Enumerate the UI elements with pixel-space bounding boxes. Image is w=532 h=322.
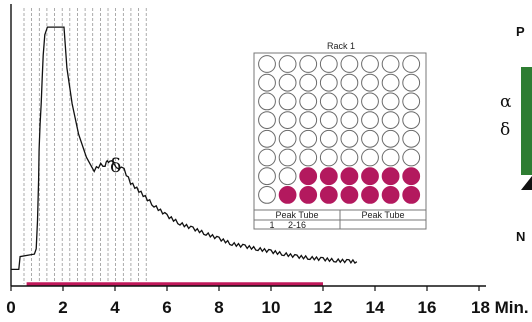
rack-well	[258, 55, 276, 73]
rack-well	[278, 73, 297, 92]
rack-well	[381, 167, 400, 186]
x-axis-tick-labels: 0 2 4 6 8 10 12 14 16 18 Min.	[6, 298, 528, 317]
rack-well	[299, 129, 318, 148]
gel-bottom-label: N	[516, 229, 525, 244]
rack-well	[381, 111, 400, 129]
rack-well	[402, 129, 421, 148]
rack-well	[361, 186, 379, 204]
rack-table-value-tubes: 2-16	[288, 220, 306, 230]
rack-well	[258, 167, 276, 186]
rack-well	[278, 55, 297, 73]
rack-wells	[258, 55, 421, 204]
rack-well	[340, 92, 359, 111]
rack-well	[299, 73, 318, 92]
rack-well	[381, 73, 400, 92]
rack-well	[278, 186, 297, 204]
rack-well	[278, 148, 297, 167]
rack-well	[361, 73, 379, 92]
rack-well	[381, 92, 400, 111]
rack-well	[299, 111, 318, 129]
rack-well	[340, 186, 359, 204]
gel-panel: P α δ N	[500, 24, 532, 244]
rack-well	[340, 73, 359, 92]
rack-well	[299, 186, 318, 204]
rack-well	[361, 92, 379, 111]
rack-well	[299, 167, 318, 186]
x-tick-label: 16	[418, 298, 437, 317]
rack-well	[258, 148, 276, 167]
rack-table-header-left: Peak Tube	[275, 210, 318, 220]
x-tick-label: 4	[110, 298, 120, 317]
rack-well	[361, 111, 379, 129]
rack-well	[361, 129, 379, 148]
peak-label-delta: δ	[110, 155, 121, 177]
rack-well	[381, 55, 400, 73]
rack-title: Rack 1	[327, 41, 355, 51]
rack-well	[319, 129, 338, 148]
rack-well	[402, 167, 421, 186]
rack-well	[381, 186, 400, 204]
rack-well	[319, 167, 338, 186]
rack-well	[319, 148, 338, 167]
rack-well	[258, 129, 276, 148]
x-axis-ticks	[10, 286, 480, 291]
rack-well	[402, 73, 421, 92]
rack-well	[299, 92, 318, 111]
rack-well	[402, 55, 421, 73]
rack-well	[381, 129, 400, 148]
rack-well	[361, 148, 379, 167]
chromatogram-trace	[11, 26, 358, 271]
rack-well	[340, 55, 359, 73]
gel-image	[521, 67, 532, 175]
rack-well	[319, 55, 338, 73]
x-tick-label: 6	[162, 298, 171, 317]
rack-well	[319, 92, 338, 111]
x-tick-label: 18 Min.	[471, 298, 529, 317]
rack-well	[402, 111, 421, 129]
rack-well	[278, 92, 297, 111]
rack-well	[278, 111, 297, 129]
x-tick-label: 2	[58, 298, 67, 317]
rack-table-header-right: Peak Tube	[361, 210, 404, 220]
rack-well	[319, 186, 338, 204]
rack-well	[258, 111, 276, 129]
fraction-lines	[23, 8, 147, 284]
x-tick-label: 12	[314, 298, 333, 317]
x-tick-label: 0	[6, 298, 15, 317]
x-tick-label: 8	[214, 298, 223, 317]
rack-well	[340, 167, 359, 186]
rack-well	[299, 55, 318, 73]
gel-top-label: P	[516, 24, 525, 39]
rack-well	[258, 92, 276, 111]
arrow-icon	[521, 176, 532, 190]
gel-delta-label: δ	[500, 120, 510, 140]
rack-well	[340, 148, 359, 167]
rack-well	[319, 73, 338, 92]
rack-diagram: Rack 1 Peak Tube Peak Tube 1 2-16	[253, 41, 427, 230]
rack-well	[299, 148, 318, 167]
gel-alpha-label: α	[500, 92, 512, 112]
rack-well	[340, 129, 359, 148]
rack-well	[381, 148, 400, 167]
rack-well	[340, 111, 359, 129]
rack-well	[319, 111, 338, 129]
rack-well	[278, 129, 297, 148]
rack-table-value-peak: 1	[269, 220, 274, 230]
rack-well	[258, 73, 276, 92]
x-tick-label: 10	[262, 298, 281, 317]
x-tick-label: 14	[366, 298, 385, 317]
rack-well	[258, 186, 276, 204]
rack-well	[278, 167, 297, 186]
rack-well	[402, 92, 421, 111]
rack-well	[361, 167, 379, 186]
rack-well	[361, 55, 379, 73]
rack-well	[402, 186, 421, 204]
rack-well	[402, 148, 421, 167]
